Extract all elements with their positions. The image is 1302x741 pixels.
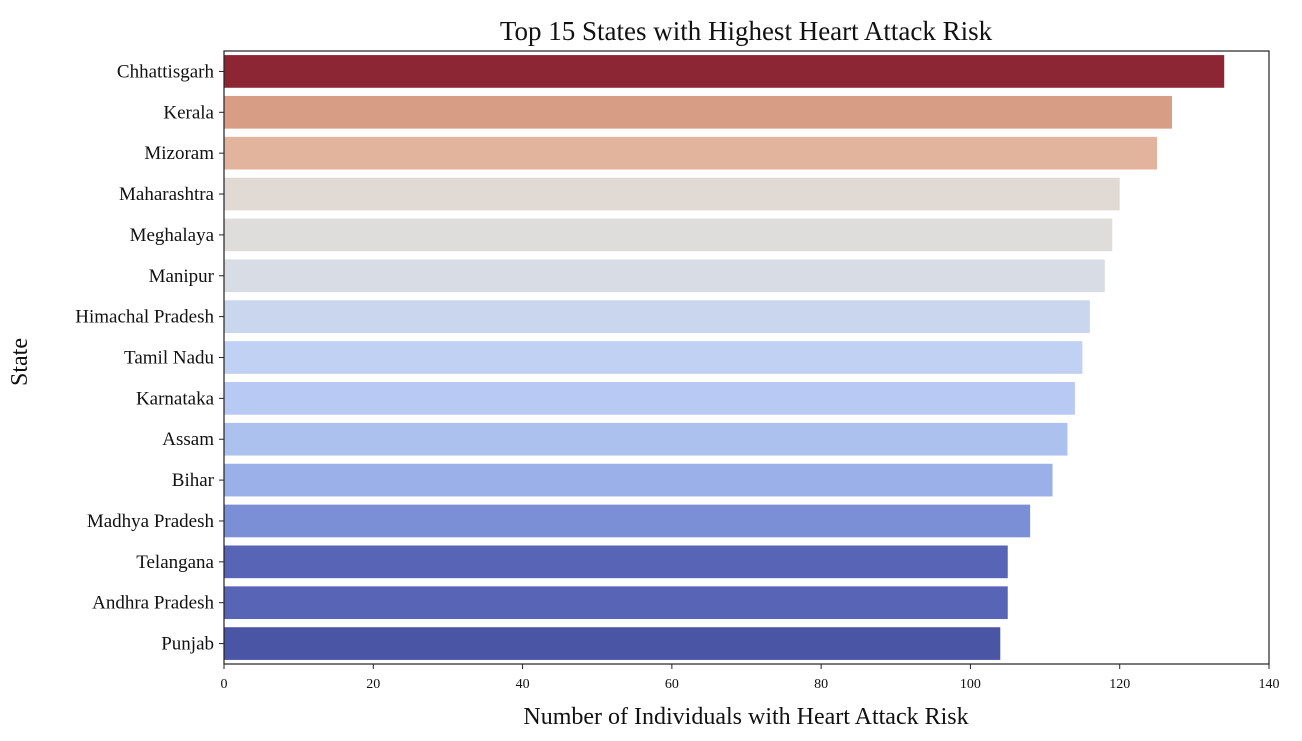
x-tick-label: 20 [366,677,380,692]
bar [224,218,1113,252]
y-tick-label: Andhra Pradesh [92,593,214,614]
y-tick-label: Punjab [161,634,214,655]
bar [224,422,1068,456]
y-axis-ticks: Chhattisgarh Kerala Mizoram Maharashtra Megh… [75,61,224,655]
x-tick-label: 60 [665,677,679,692]
x-tick-label: 140 [1259,677,1280,692]
y-tick-label: Madhya Pradesh [87,511,215,532]
y-tick-label: Assam [162,429,214,450]
x-tick-label: 40 [516,677,530,692]
plot-frame [223,50,1270,665]
x-axis-label: Number of Individuals with Heart Attack … [523,704,968,730]
bar [224,300,1090,333]
x-tick-label: 120 [1109,677,1130,692]
y-tick-label: Bihar [172,470,215,491]
bars-group [224,55,1225,660]
y-axis-label: State [7,338,33,386]
bar [224,586,1008,620]
bar [224,95,1172,129]
y-tick-label: Telangana [136,552,214,573]
bar [224,545,1008,579]
y-tick-label: Chhattisgarh [117,61,215,82]
bar [224,55,1225,88]
y-tick-label: Himachal Pradesh [75,307,214,328]
bar [224,382,1075,415]
bar [224,627,1001,660]
y-tick-label: Tamil Nadu [124,348,214,369]
y-tick-label: Manipur [149,266,215,287]
bar [224,341,1083,374]
bar [224,463,1053,497]
y-tick-label: Maharashtra [119,184,215,205]
x-tick-label: 80 [814,677,828,692]
chart-title: Top 15 States with Highest Heart Attack … [500,16,993,46]
x-axis-ticks: 0 20 40 60 80 100 120 140 [221,664,1280,692]
y-tick-label: Mizoram [144,143,214,164]
bar [224,136,1158,170]
bar [224,504,1031,538]
bar [224,177,1120,211]
x-tick-label: 0 [221,677,228,692]
y-tick-label: Kerala [163,102,214,123]
y-tick-label: Karnataka [136,388,215,409]
y-tick-label: Meghalaya [130,225,215,246]
bar [224,259,1105,293]
x-tick-label: 100 [960,677,981,692]
